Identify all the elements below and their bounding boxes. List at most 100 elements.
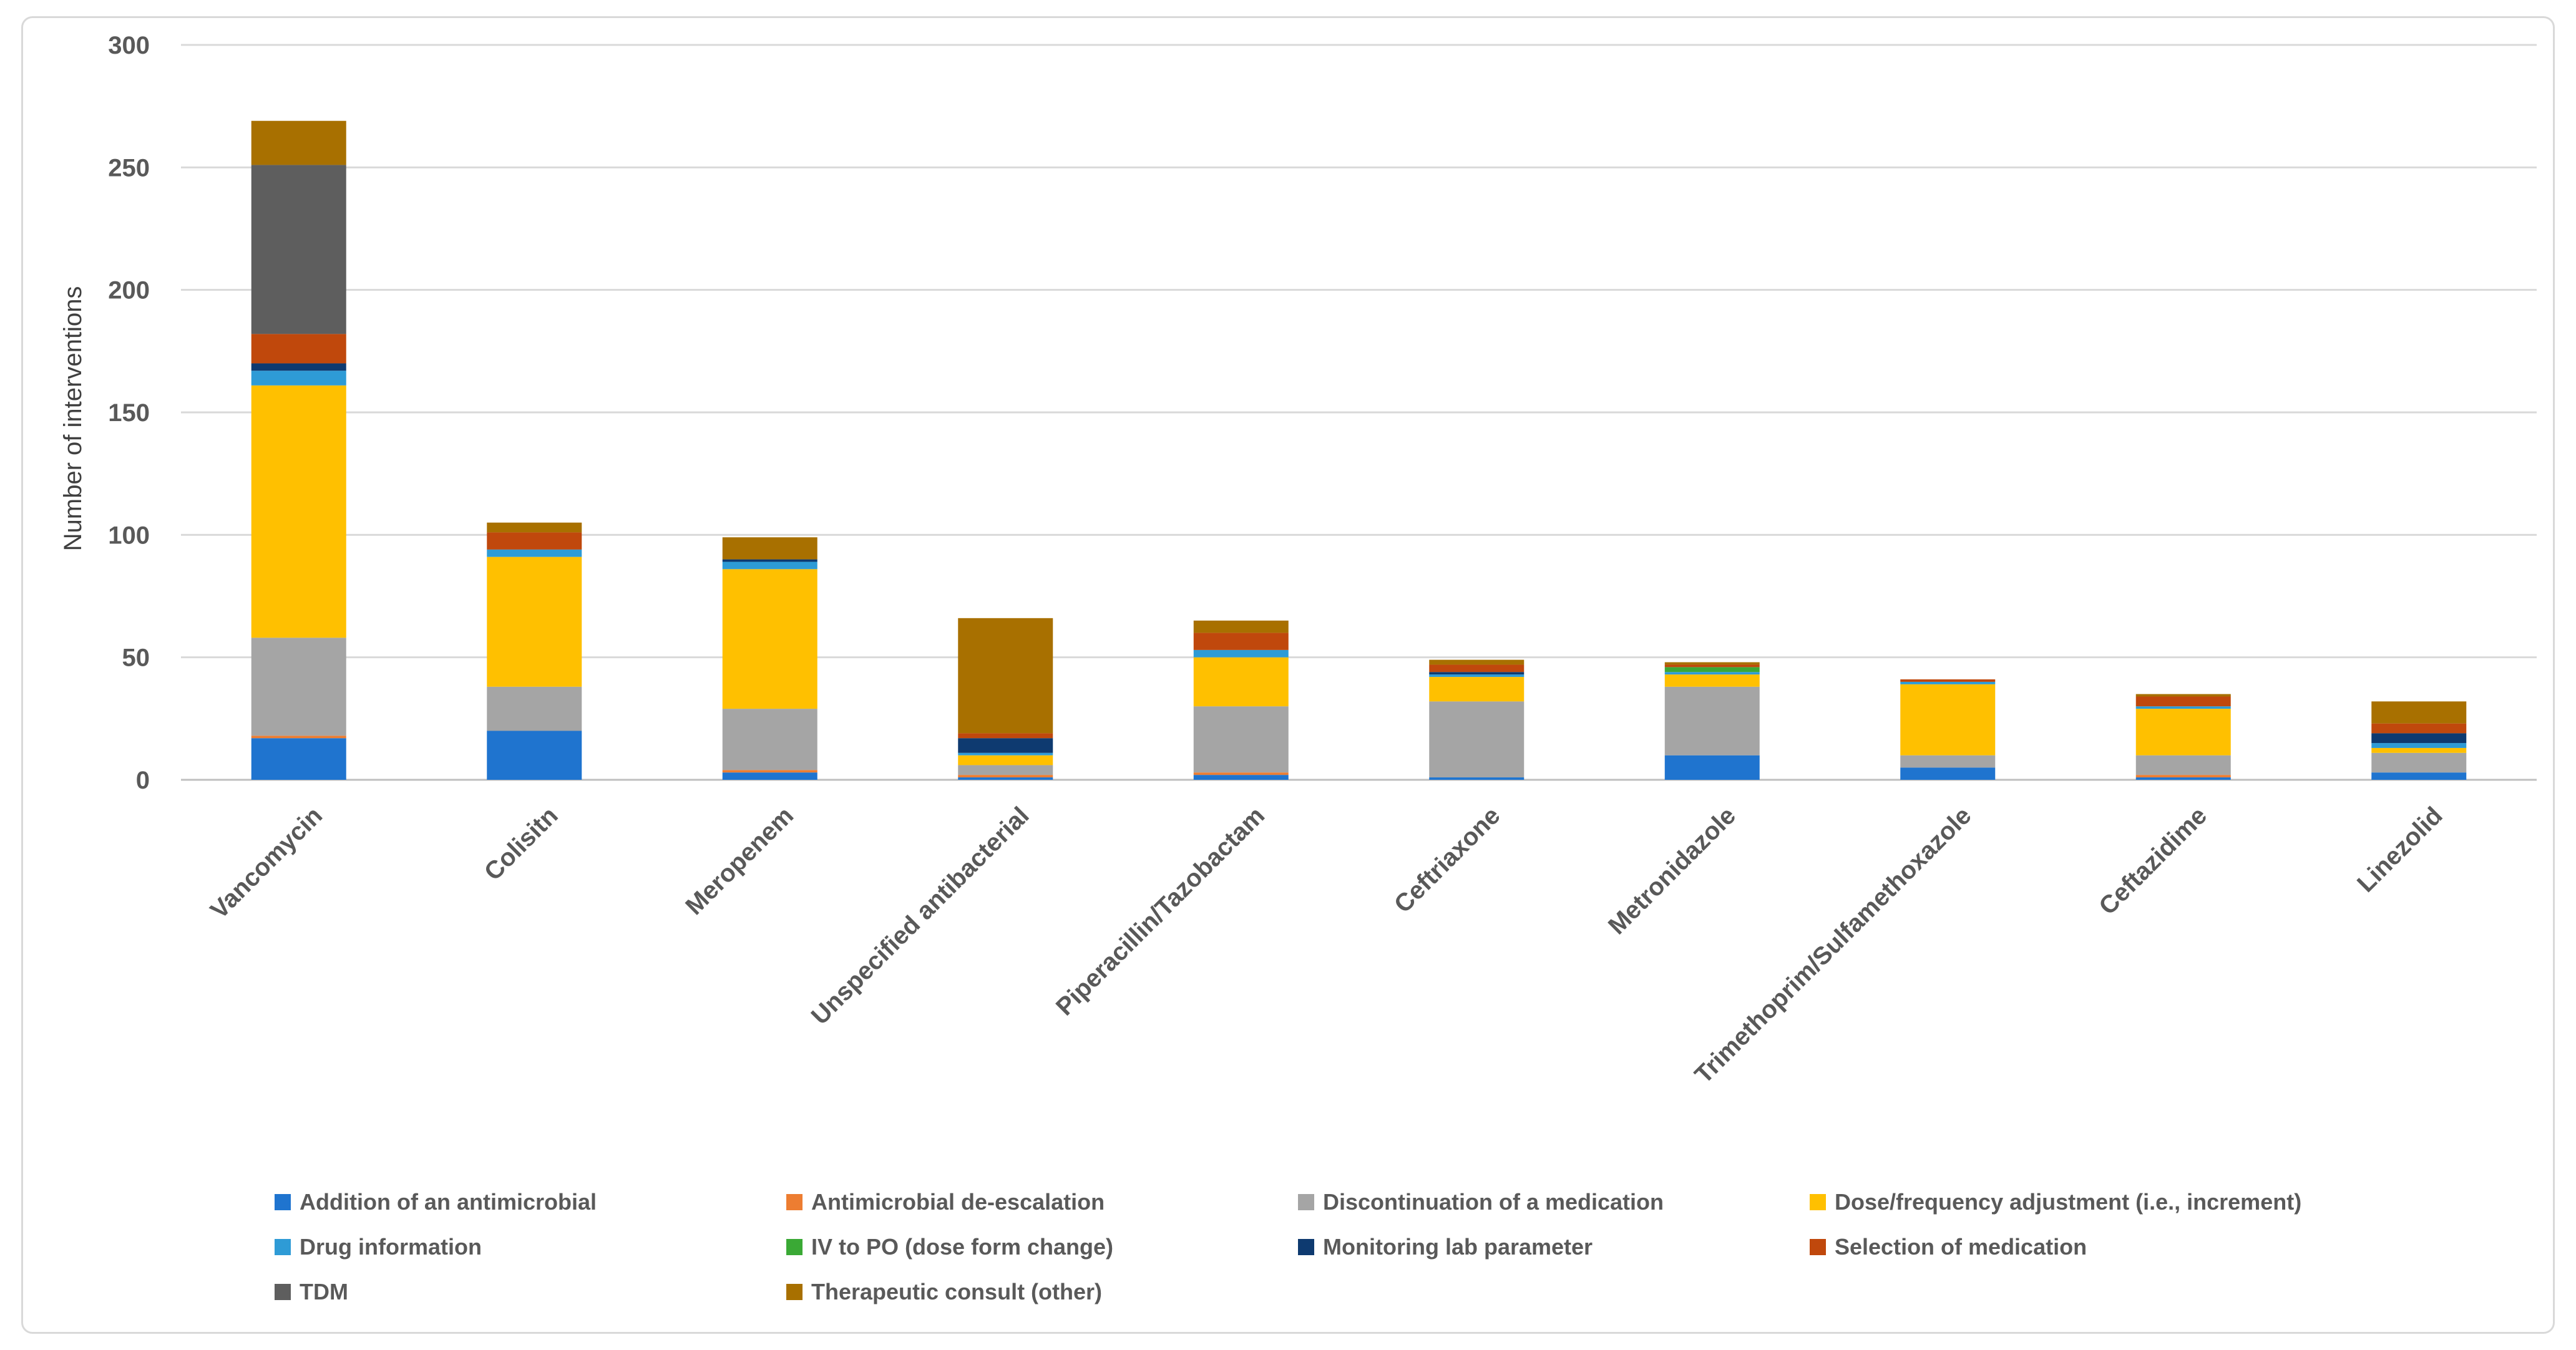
bar-segment (251, 736, 346, 739)
y-tick-labels: 0 50 100 150 200 250 300 (108, 32, 150, 794)
bar-segment (1429, 677, 1525, 702)
legend-item: Monitoring lab parameter (1298, 1234, 1593, 1260)
bar-segment (251, 638, 346, 736)
bar-segment (1664, 672, 1760, 675)
y-tick-label: 100 (108, 522, 150, 549)
bar-segment (1664, 667, 1760, 673)
x-tick-label: Trimethoprim/Sulfamethoxazole (1689, 802, 1976, 1089)
bar-stack (1193, 620, 1289, 780)
legend-swatch (275, 1194, 291, 1210)
bar-segment (1900, 755, 1996, 768)
bar-segment (251, 385, 346, 638)
bar-segment (1193, 633, 1289, 650)
bar-segment (1429, 701, 1525, 778)
bar-segment (1900, 679, 1996, 682)
bar-segment (2135, 706, 2231, 709)
bar-segment (958, 775, 1053, 778)
bar-segment (2135, 709, 2231, 755)
bar-stack (1664, 662, 1760, 780)
legend-item: Therapeutic consult (other) (786, 1279, 1102, 1305)
bar-segment (958, 733, 1053, 739)
chart-plot: 0 50 100 150 200 250 300 Vancomycin Colisitn Mer… (59, 32, 2537, 1089)
bar-segment (722, 559, 817, 562)
bar-segment (958, 777, 1053, 780)
bar-segment (722, 569, 817, 709)
bar-segment (1900, 767, 1996, 780)
bar-segment (1193, 775, 1289, 780)
bar-segment (1664, 686, 1760, 755)
bar-segment (251, 120, 346, 165)
x-tick-labels: Vancomycin Colisitn Meropenem Unspecified a… (205, 802, 2448, 1089)
bar-segment (958, 738, 1053, 753)
bar-segment (958, 765, 1053, 775)
x-tick-label: Ceftazidime (2094, 802, 2212, 920)
legend-swatch (786, 1194, 803, 1210)
x-tick-label: Unspecified antibacterial (806, 802, 1035, 1030)
legend-swatch (786, 1239, 803, 1255)
y-tick-label: 0 (136, 767, 150, 794)
legend-label: Drug information (300, 1234, 482, 1260)
bar-stack (722, 537, 817, 780)
bar-segment (958, 618, 1053, 734)
bar-segment (1664, 755, 1760, 780)
bar-segment (2371, 747, 2467, 753)
bar-stack (1429, 659, 1525, 780)
legend-label: Dose/frequency adjustment (i.e., increme… (1835, 1189, 2302, 1215)
x-tick-label: Piperacillin/Tazobactam (1051, 802, 1270, 1021)
bar-segment (1664, 674, 1760, 687)
bar-segment (251, 371, 346, 386)
legend-swatch (275, 1239, 291, 1255)
legend-swatch (275, 1284, 291, 1300)
legend-item: Antimicrobial de-escalation (786, 1189, 1105, 1215)
bar-segment (958, 752, 1053, 755)
bar-segment (487, 532, 582, 550)
legend-item: Dose/frequency adjustment (i.e., increme… (1810, 1189, 2301, 1215)
y-axis-title: Number of interventions (59, 286, 87, 551)
bar-segment (722, 709, 817, 770)
legend-swatch (1810, 1239, 1826, 1255)
bar-segment (251, 165, 346, 334)
legend-label: TDM (300, 1279, 348, 1304)
legend-swatch (1810, 1194, 1826, 1210)
bar-segment (251, 738, 346, 780)
bar-segment (2371, 772, 2467, 780)
bar-stack (2135, 694, 2231, 780)
bar-segment (1193, 620, 1289, 633)
x-tick-label: Linezolid (2352, 802, 2448, 898)
bar-segment (2135, 755, 2231, 775)
bar-segment (487, 556, 582, 687)
bar-segment (1193, 657, 1289, 707)
bar-segment (1900, 681, 1996, 684)
bar-segment (1429, 664, 1525, 673)
bar-segment (2135, 696, 2231, 707)
legend-item: Drug information (275, 1234, 482, 1260)
bar-segment (1664, 664, 1760, 668)
bar-segment (1900, 684, 1996, 755)
bar-stack (251, 120, 346, 780)
bar-segment (722, 537, 817, 560)
bar-segment (2371, 733, 2467, 744)
legend-item: Addition of an antimicrobial (275, 1189, 597, 1215)
x-tick-label: Meropenem (680, 802, 799, 920)
bar-segment (2371, 723, 2467, 734)
bar-stack (958, 618, 1053, 780)
y-tick-label: 150 (108, 399, 150, 427)
bar-segment (1429, 672, 1525, 675)
x-tick-label: Ceftriaxone (1389, 802, 1506, 918)
bar-stack (487, 522, 582, 780)
bars (251, 120, 2467, 780)
bar-segment (2135, 777, 2231, 780)
bar-segment (2371, 743, 2467, 748)
y-tick-label: 50 (122, 644, 150, 672)
bar-segment (251, 334, 346, 364)
legend-label: Monitoring lab parameter (1323, 1234, 1593, 1260)
y-tick-label: 200 (108, 277, 150, 304)
legend-label: Discontinuation of a medication (1323, 1189, 1664, 1215)
y-tick-label: 300 (108, 32, 150, 59)
x-tick-label: Colisitn (479, 802, 564, 886)
bar-stack (2371, 701, 2467, 780)
bar-segment (1429, 777, 1525, 780)
bar-segment (722, 772, 817, 780)
legend-item: TDM (275, 1279, 348, 1305)
bar-segment (487, 686, 582, 731)
